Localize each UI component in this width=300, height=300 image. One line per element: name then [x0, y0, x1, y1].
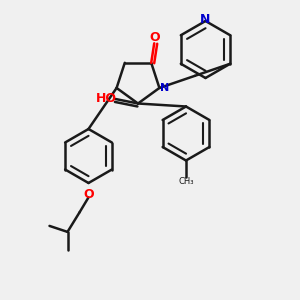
Text: CH₃: CH₃ — [178, 177, 194, 186]
Text: N: N — [160, 83, 169, 93]
Text: HO: HO — [96, 92, 117, 106]
Text: O: O — [149, 32, 160, 44]
Text: O: O — [83, 188, 94, 201]
Text: N: N — [200, 13, 211, 26]
